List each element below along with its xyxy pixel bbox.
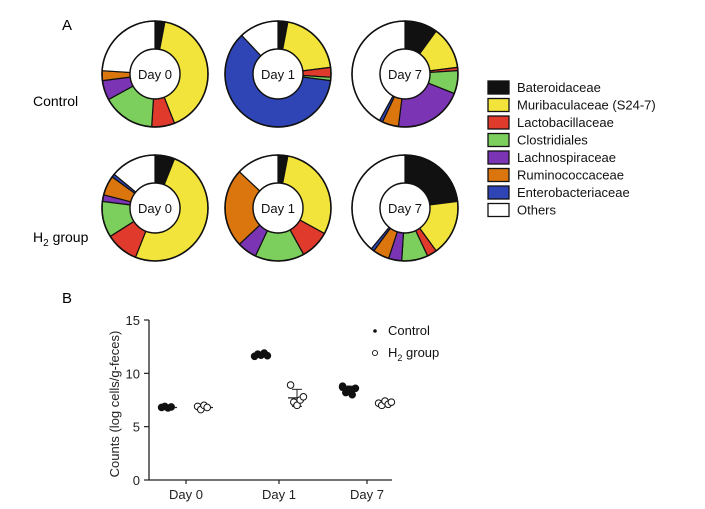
legend-item-bateroidaceae: Bateroidaceae — [487, 80, 601, 95]
panel-a-label: A — [62, 17, 72, 34]
legend-swatch — [487, 97, 510, 113]
legend-swatch — [487, 80, 510, 95]
donut-control-day-1: Day 1 — [224, 20, 332, 128]
donut-outer-ring — [101, 20, 209, 128]
donut-hole — [252, 182, 304, 234]
donut-outer-ring — [351, 20, 459, 128]
data-point — [263, 351, 272, 360]
data-point — [299, 393, 308, 401]
scatter-chart: 0 5 10 15 Day 0 Day 1 Day 7 Counts (log cells/g… — [107, 313, 439, 502]
donut-hole — [129, 182, 181, 234]
legend-label: Bateroidaceae — [517, 80, 601, 95]
data-point — [387, 398, 396, 406]
legend-swatch — [487, 202, 510, 218]
donut-hole — [379, 182, 431, 234]
legend-swatch — [487, 185, 510, 200]
legend-item-others: Others — [487, 202, 557, 218]
series-control — [157, 349, 360, 412]
data-point — [167, 403, 175, 411]
donut-center-label: Day 7 — [388, 201, 422, 216]
donut-center-label: Day 1 — [261, 67, 295, 82]
legend-item-lachnospiraceae: Lachnospiraceae — [487, 150, 616, 165]
legend-item-clostridiales: Clostridiales — [487, 132, 588, 148]
donut-h2-group-day-7: Day 7 — [351, 154, 459, 262]
donut-charts: Day 0 Day 1 Day 7 Day 0 Day 1 Day 7 — [101, 20, 459, 262]
donut-center-label: Day 0 — [138, 67, 172, 82]
legend-label: Ruminococcaceae — [517, 168, 624, 183]
donut-outer-ring — [351, 154, 459, 262]
scatter-legend: Control H2 group — [371, 323, 439, 363]
data-point — [338, 382, 347, 390]
data-point — [348, 390, 357, 399]
donut-control-day-0: Day 0 — [101, 20, 209, 128]
legend-marker-control — [373, 329, 377, 333]
legend-label: Others — [517, 203, 557, 218]
y-tick-label: 0 — [133, 473, 140, 488]
x-tick-label: Day 7 — [350, 487, 384, 502]
data-point — [351, 384, 360, 393]
category-legend: Bateroidaceae Muribaculaceae (S24-7) Lacto… — [487, 80, 656, 218]
legend-item-muribaculaceae-s24-7: Muribaculaceae (S24-7) — [487, 97, 656, 113]
y-tick-label: 15 — [126, 313, 140, 328]
donut-outer-ring — [224, 20, 332, 128]
series-h2-group — [193, 381, 396, 414]
legend-label: Enterobacteriaceae — [517, 185, 630, 200]
y-tick-label: 10 — [126, 366, 140, 381]
legend-label: Muribaculaceae (S24-7) — [517, 98, 656, 113]
donut-outer-ring — [101, 154, 209, 262]
legend-marker-h2 — [371, 349, 379, 357]
legend-swatch — [487, 132, 510, 148]
x-tick-label: Day 1 — [262, 487, 296, 502]
legend-item-enterobacteriaceae: Enterobacteriaceae — [487, 185, 630, 200]
row-label-h2: H2 group — [33, 229, 89, 249]
data-point — [286, 381, 295, 389]
legend-swatch — [487, 150, 510, 165]
legend-label: Lactobacillaceae — [517, 115, 614, 130]
donut-outer-ring — [224, 154, 332, 262]
y-axis-title: Counts (log cells/g-feces) — [107, 331, 122, 478]
donut-h2-group-day-0: Day 0 — [101, 154, 209, 262]
donut-hole — [252, 48, 304, 100]
legend-item-ruminococcaceae: Ruminococcaceae — [487, 167, 624, 183]
row-label-control: Control — [33, 93, 78, 109]
legend-label: Clostridiales — [517, 133, 588, 148]
legend-item-lactobacillaceae: Lactobacillaceae — [487, 115, 614, 130]
legend-swatch — [487, 115, 510, 130]
y-tick-label: 5 — [133, 420, 140, 435]
donut-center-label: Day 0 — [138, 201, 172, 216]
donut-hole — [129, 48, 181, 100]
donut-center-label: Day 7 — [388, 67, 422, 82]
donut-control-day-7: Day 7 — [351, 20, 459, 128]
legend-swatch — [487, 167, 510, 183]
panel-b-label: B — [62, 290, 72, 307]
x-tick-label: Day 0 — [169, 487, 203, 502]
donut-h2-group-day-1: Day 1 — [224, 154, 332, 262]
legend-label-h2: H2 group — [388, 345, 439, 363]
data-point — [203, 403, 211, 412]
legend-label: Lachnospiraceae — [517, 150, 616, 165]
donut-center-label: Day 1 — [261, 201, 295, 216]
legend-label-control: Control — [388, 323, 430, 338]
donut-hole — [379, 48, 431, 100]
